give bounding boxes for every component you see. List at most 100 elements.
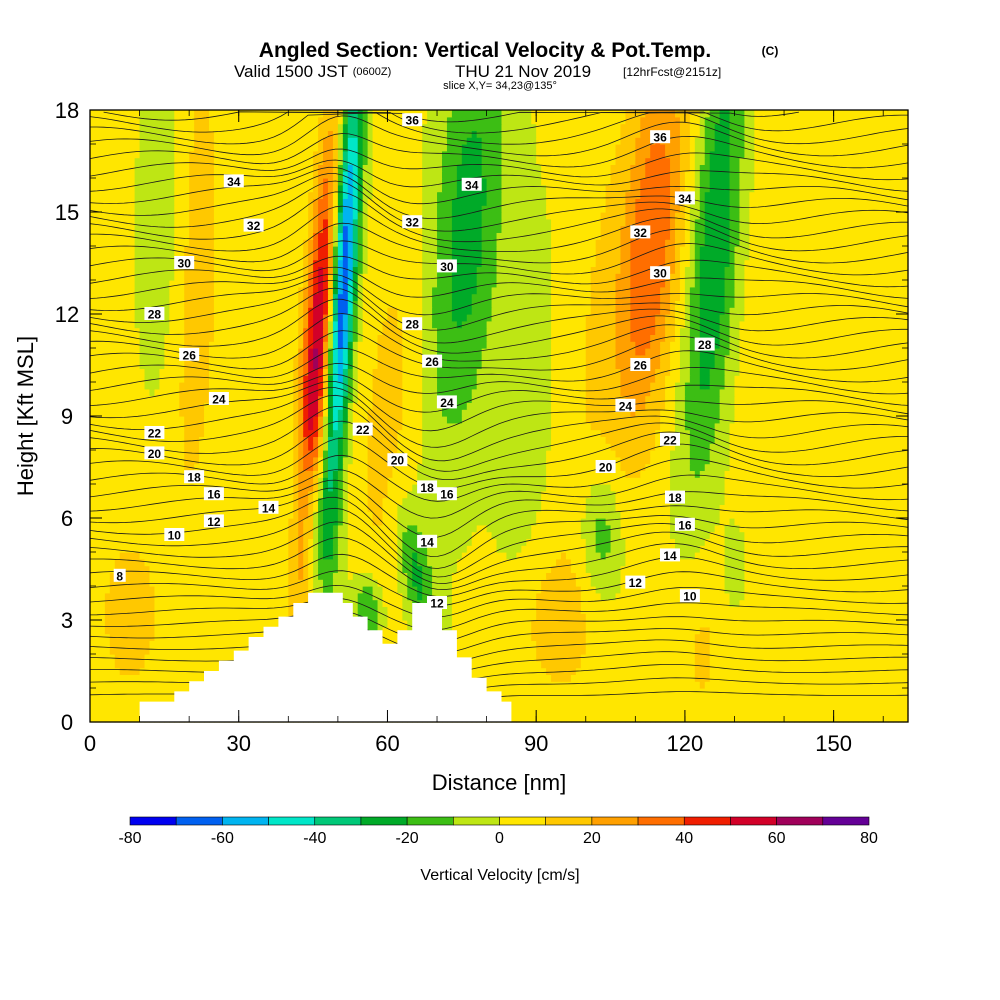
heat-cell [620,654,627,662]
heat-cell [139,640,146,648]
heat-cell [818,654,825,662]
heat-cell [253,518,260,526]
heat-cell [640,620,646,628]
heat-cell [417,518,423,526]
heat-cell [888,640,894,648]
heat-cell [481,606,488,614]
heat-cell [575,694,582,703]
heat-cell [407,592,413,601]
heat-cell [511,660,517,669]
heat-cell [565,701,572,709]
heat-cell [858,626,864,635]
heat-cell [531,613,537,621]
heat-cell [878,694,884,703]
heat-cell [461,640,468,648]
heat-cell [199,620,205,628]
heat-cell [615,674,622,682]
heat-cell [818,688,825,696]
heat-cell [625,640,631,648]
heat-cell [223,599,230,607]
heat-cell [491,545,498,553]
heat-cell [774,715,780,723]
heat-cell [253,511,260,519]
heat-cell [784,518,790,526]
heat-cell [630,606,636,614]
heat-cell [323,558,329,567]
heat-cell [818,531,825,539]
heat-cell [491,613,498,621]
heat-cell [620,606,627,614]
heat-cell [625,667,631,675]
heat-cell [769,538,775,546]
heat-cell [556,531,562,539]
heat-cell [798,592,805,601]
heat-cell [541,640,547,648]
heat-cell [263,565,270,573]
heat-cell [248,620,255,628]
heat-cell [674,640,681,648]
heat-cell [650,694,656,703]
heat-cell [734,572,741,580]
heat-cell [590,599,597,607]
heat-cell [709,552,716,560]
heat-cell [873,552,879,560]
heat-cell [238,572,245,580]
heat-cell [144,688,151,696]
heat-cell [159,558,165,567]
heat-cell [541,667,547,675]
heat-cell [883,701,889,709]
heat-cell [630,524,636,533]
heat-cell [526,599,532,607]
heat-cell [754,545,760,553]
heat-cell [843,708,850,716]
heat-cell [689,579,696,587]
heat-cell [491,640,498,648]
heat-cell [769,565,775,573]
heat-cell [362,579,369,587]
heat-cell [94,620,101,628]
heat-cell [511,647,517,655]
heat-cell [888,654,894,662]
heat-cell [144,694,151,703]
heat-cell [739,674,745,682]
heat-cell [218,640,225,648]
heat-cell [808,518,815,526]
heat-cell [481,667,488,675]
heat-cell [387,524,394,533]
heat-cell [625,654,631,662]
heat-cell [199,592,205,601]
heat-cell [560,545,567,553]
heat-cell [873,572,879,580]
heat-cell [719,599,726,607]
heat-cell [541,599,547,607]
heat-cell [635,681,641,689]
heat-cell [511,694,517,703]
heat-cell [893,579,899,587]
heat-cell [828,558,835,567]
heat-cell [764,599,770,607]
heat-cell [204,524,210,533]
heat-cell [833,545,840,553]
heat-cell [798,667,805,675]
heat-cell [199,558,205,567]
heat-cell [600,694,607,703]
heat-cell [253,552,260,560]
heat-cell [630,640,636,648]
heat-cell [660,681,666,689]
heat-cell [838,538,845,546]
heat-cell [466,633,473,641]
heat-cell [873,674,879,682]
heat-cell [213,654,220,662]
heat-cell [615,518,622,526]
heat-cell [620,640,627,648]
heat-cell [169,640,175,648]
heat-cell [551,524,557,533]
heat-cell [665,579,671,587]
heat-cell [670,647,676,655]
heat-cell [858,681,864,689]
heat-cell [407,518,413,526]
heat-cell [774,586,780,594]
heat-cell [288,599,294,607]
heat-cell [521,531,527,539]
heat-cell [208,647,215,655]
